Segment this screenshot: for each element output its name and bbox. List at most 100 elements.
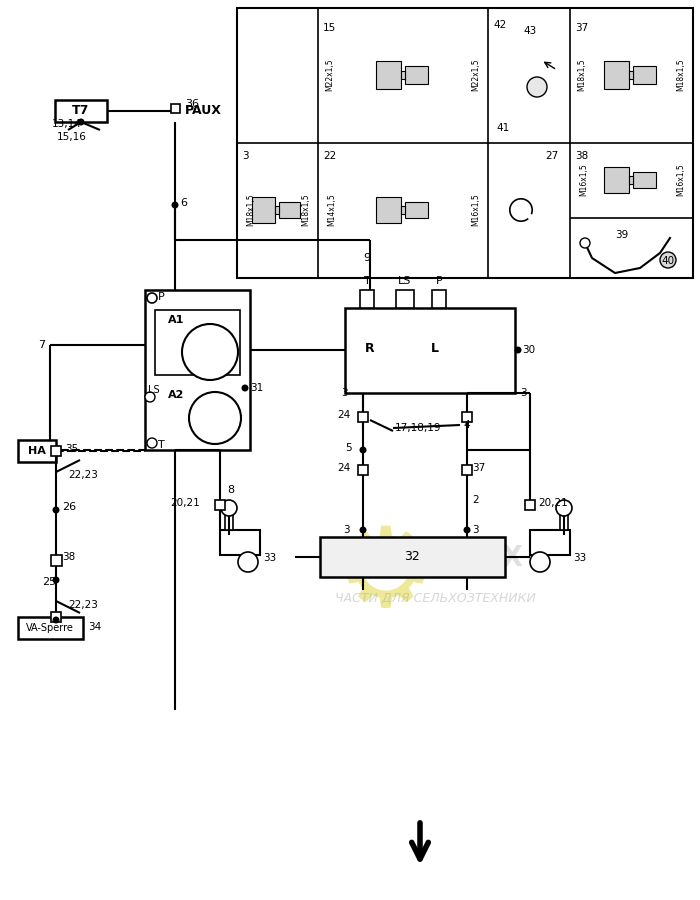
Bar	[51, 612, 61, 622]
Text: 39: 39	[615, 230, 629, 240]
Text: 9: 9	[363, 253, 370, 263]
Bar	[405, 66, 428, 84]
Bar	[225, 510, 233, 530]
Text: 36: 36	[185, 99, 199, 109]
Text: M18x1,5: M18x1,5	[676, 58, 685, 91]
Bar	[604, 167, 629, 193]
Text: M22x1,5: M22x1,5	[472, 58, 480, 91]
Text: LS: LS	[148, 385, 160, 395]
Text: АИ  РО  ТЕХ: АИ РО ТЕХ	[337, 544, 523, 572]
Text: M18x1,5: M18x1,5	[578, 58, 587, 91]
Bar	[320, 537, 505, 577]
Bar	[530, 530, 570, 555]
Bar	[18, 617, 83, 639]
Bar	[215, 500, 225, 510]
Text: 43: 43	[523, 26, 536, 36]
Circle shape	[527, 77, 547, 97]
Text: 3: 3	[242, 151, 248, 161]
Bar	[633, 66, 656, 84]
Bar	[633, 172, 656, 188]
Bar	[360, 290, 374, 308]
Text: M18x1,5: M18x1,5	[246, 194, 256, 226]
Text: T7: T7	[72, 104, 90, 118]
Text: 38: 38	[62, 552, 76, 562]
Text: M22x1,5: M22x1,5	[326, 58, 335, 91]
Circle shape	[556, 500, 572, 516]
Circle shape	[360, 526, 367, 534]
Text: LS: LS	[398, 276, 412, 286]
Circle shape	[238, 552, 258, 572]
Circle shape	[514, 346, 522, 354]
Circle shape	[530, 552, 550, 572]
Text: 38: 38	[575, 151, 588, 161]
Text: 22,23: 22,23	[68, 600, 98, 610]
Bar	[220, 530, 260, 555]
Text: A1: A1	[168, 315, 184, 325]
Text: 8: 8	[227, 485, 234, 495]
Text: M18x1,5: M18x1,5	[302, 194, 311, 226]
Text: 33: 33	[573, 553, 587, 563]
Bar	[275, 206, 279, 214]
Text: M14x1,5: M14x1,5	[328, 194, 337, 227]
Bar	[401, 71, 405, 79]
Circle shape	[241, 384, 248, 392]
Text: PAUX: PAUX	[185, 104, 222, 118]
Text: 40: 40	[662, 256, 675, 266]
Text: 22,23: 22,23	[68, 470, 98, 480]
Text: 3: 3	[344, 525, 350, 535]
Bar	[237, 8, 693, 278]
Text: 27: 27	[545, 151, 559, 161]
Bar	[629, 176, 633, 184]
Circle shape	[463, 526, 470, 534]
Circle shape	[660, 252, 676, 268]
Text: 25: 25	[42, 577, 56, 587]
Text: 32: 32	[404, 551, 420, 563]
Text: 17,18,19: 17,18,19	[395, 423, 442, 433]
Text: A2: A2	[168, 390, 184, 400]
Text: ⚙: ⚙	[335, 521, 435, 628]
Text: 35: 35	[65, 444, 78, 454]
Text: 24: 24	[337, 410, 350, 420]
Bar	[376, 61, 401, 89]
Bar	[396, 290, 414, 308]
Circle shape	[52, 616, 60, 624]
Text: 3: 3	[342, 388, 348, 398]
Text: L: L	[431, 341, 439, 355]
Text: 15,16: 15,16	[57, 132, 87, 142]
Circle shape	[145, 392, 155, 402]
Text: M16x1,5: M16x1,5	[472, 194, 480, 227]
Bar	[358, 465, 368, 475]
Text: 24: 24	[337, 463, 350, 473]
Circle shape	[52, 507, 60, 514]
Bar	[525, 500, 535, 510]
Bar	[401, 206, 405, 214]
Text: 33: 33	[263, 553, 276, 563]
Text: VA-Sperre: VA-Sperre	[26, 623, 74, 633]
Text: M16x1,5: M16x1,5	[676, 164, 685, 196]
Bar	[462, 465, 472, 475]
Bar	[604, 61, 629, 89]
Text: HA: HA	[28, 446, 46, 456]
Text: 3: 3	[472, 525, 479, 535]
Text: 5: 5	[345, 443, 352, 453]
Bar	[629, 71, 633, 79]
Bar	[55, 100, 107, 122]
Circle shape	[172, 202, 178, 209]
Circle shape	[221, 500, 237, 516]
Circle shape	[360, 446, 367, 454]
Circle shape	[52, 577, 60, 583]
Circle shape	[580, 238, 590, 248]
Text: 42: 42	[493, 20, 506, 30]
Circle shape	[78, 119, 85, 125]
Text: 31: 31	[250, 383, 263, 393]
Bar	[432, 290, 446, 308]
Text: 4: 4	[463, 420, 470, 430]
Text: P: P	[435, 276, 442, 286]
Bar	[155, 310, 240, 375]
Circle shape	[182, 324, 238, 380]
Text: 20,21: 20,21	[538, 498, 568, 508]
Text: 30: 30	[522, 345, 535, 355]
Text: 20,21: 20,21	[170, 498, 200, 508]
Bar	[358, 412, 368, 422]
Bar	[560, 510, 568, 530]
